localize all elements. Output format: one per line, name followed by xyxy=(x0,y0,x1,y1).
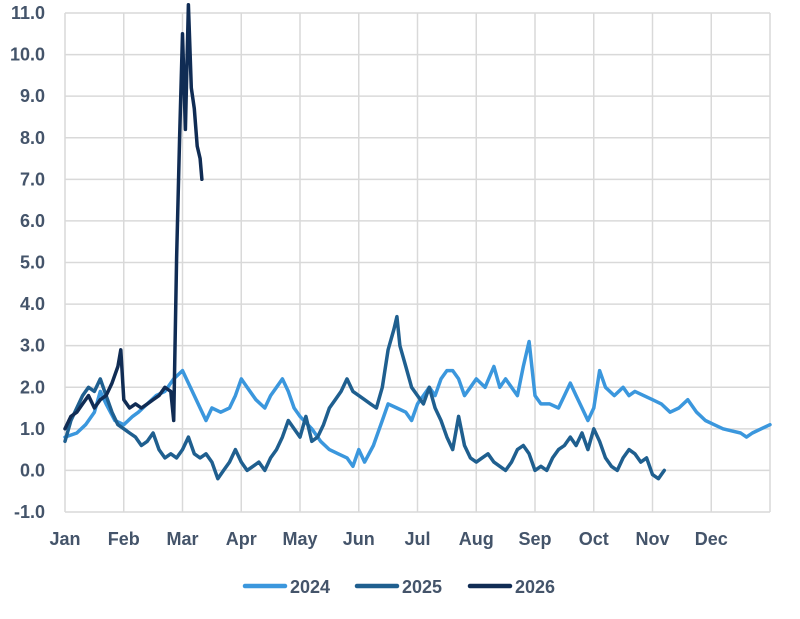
series-line-2026 xyxy=(63,2,204,431)
x-tick-label: Jan xyxy=(49,529,80,549)
y-tick-label: 8.0 xyxy=(20,128,45,148)
y-tick-label: 2.0 xyxy=(20,377,45,397)
y-tick-label: -1.0 xyxy=(14,502,45,522)
series-line-2025 xyxy=(63,314,667,481)
y-tick-label: 9.0 xyxy=(20,86,45,106)
y-tick-label: 5.0 xyxy=(20,253,45,273)
y-tick-label: 1.0 xyxy=(20,419,45,439)
x-tick-label: Aug xyxy=(459,529,494,549)
x-tick-label: Apr xyxy=(226,529,257,549)
x-tick-label: Feb xyxy=(108,529,140,549)
legend-label-2025: 2025 xyxy=(402,577,442,597)
x-axis-ticks: Jan Feb Mar Apr May Jun Jul Aug Sep Oct Nov Dec xyxy=(49,529,727,549)
y-tick-label: 7.0 xyxy=(20,169,45,189)
y-tick-label: 3.0 xyxy=(20,336,45,356)
x-tick-label: Dec xyxy=(695,529,728,549)
y-tick-label: 4.0 xyxy=(20,294,45,314)
x-tick-label: Oct xyxy=(579,529,609,549)
legend: 2024 2025 2026 xyxy=(242,577,555,597)
x-tick-label: Jun xyxy=(343,529,375,549)
y-tick-label: 11.0 xyxy=(11,3,45,23)
y-axis-ticks: 11.0 10.0 9.0 8.0 7.0 6.0 5.0 4.0 3.0 2.0 1.0 0.0 -1… xyxy=(10,3,45,522)
x-tick-label: Jul xyxy=(404,529,430,549)
legend-label-2024: 2024 xyxy=(290,577,330,597)
grid xyxy=(64,12,771,513)
y-tick-label: 0.0 xyxy=(20,460,45,480)
y-tick-label: 10.0 xyxy=(10,45,45,65)
series-lines xyxy=(63,2,772,481)
legend-label-2026: 2026 xyxy=(515,577,555,597)
y-tick-label: 6.0 xyxy=(20,211,45,231)
x-tick-label: May xyxy=(282,529,317,549)
x-tick-label: Nov xyxy=(635,529,669,549)
x-tick-label: Sep xyxy=(518,529,551,549)
x-tick-label: Mar xyxy=(166,529,198,549)
